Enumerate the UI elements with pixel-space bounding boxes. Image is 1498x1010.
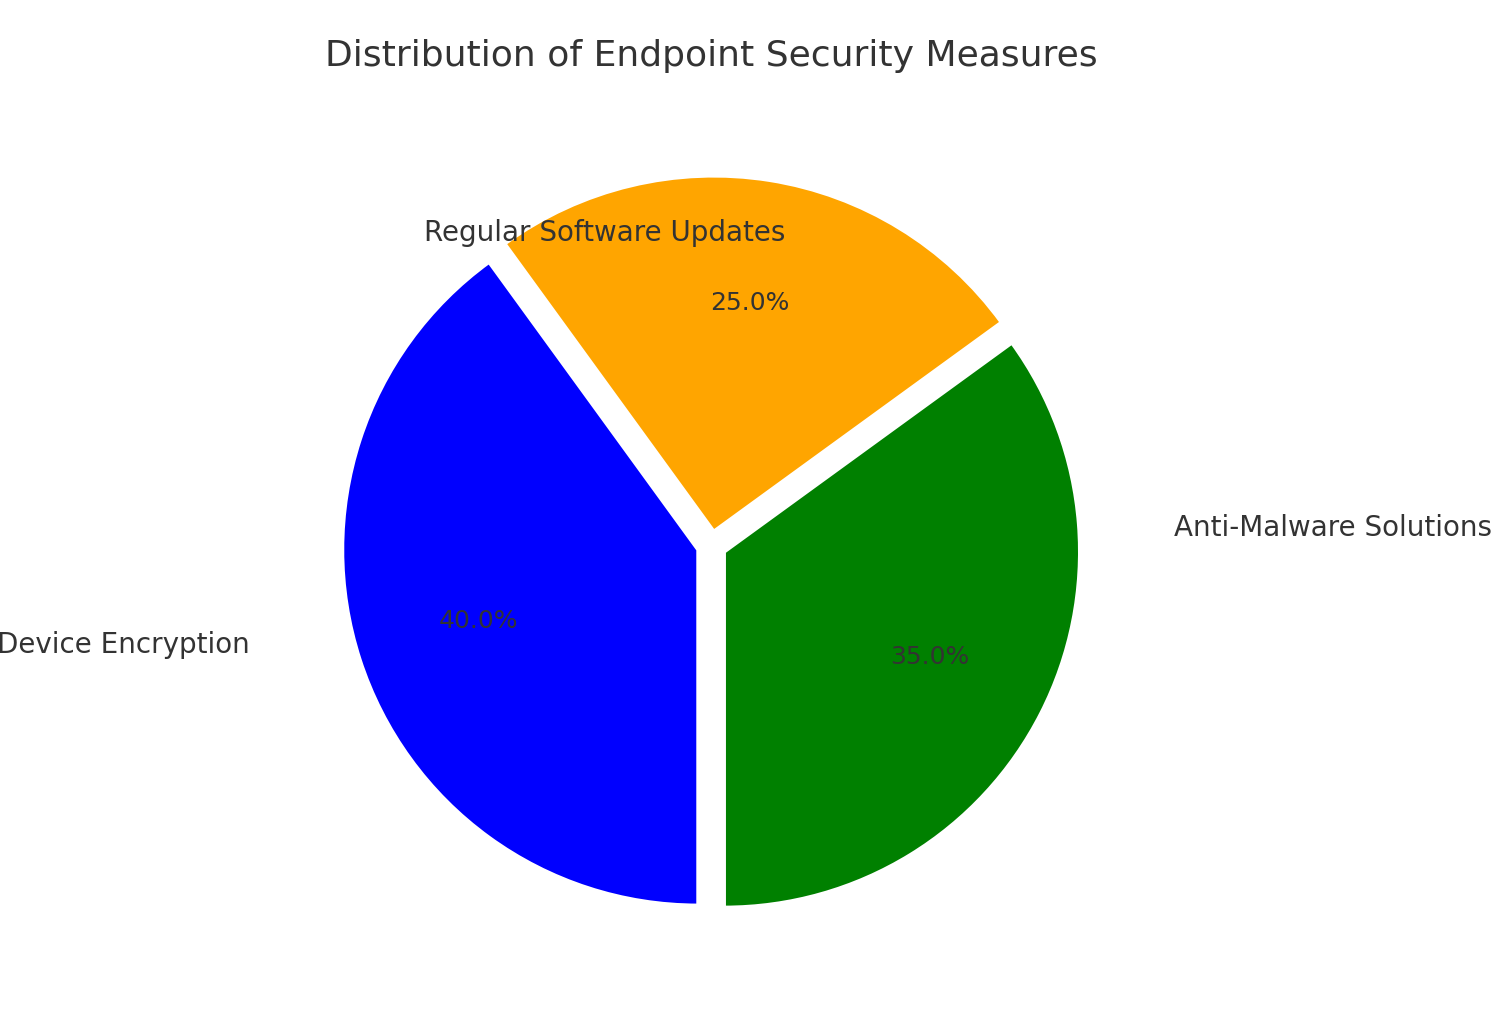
Text: Anti-Malware Solutions: Anti-Malware Solutions: [1174, 514, 1492, 541]
Wedge shape: [724, 342, 1080, 907]
Wedge shape: [505, 176, 1001, 531]
Text: 25.0%: 25.0%: [710, 291, 789, 315]
Wedge shape: [343, 263, 698, 905]
Text: 40.0%: 40.0%: [439, 609, 518, 633]
Text: Device Encryption: Device Encryption: [0, 631, 249, 659]
Title: Distribution of Endpoint Security Measures: Distribution of Endpoint Security Measur…: [325, 39, 1098, 74]
Text: Regular Software Updates: Regular Software Updates: [424, 218, 785, 246]
Text: 35.0%: 35.0%: [890, 644, 969, 669]
